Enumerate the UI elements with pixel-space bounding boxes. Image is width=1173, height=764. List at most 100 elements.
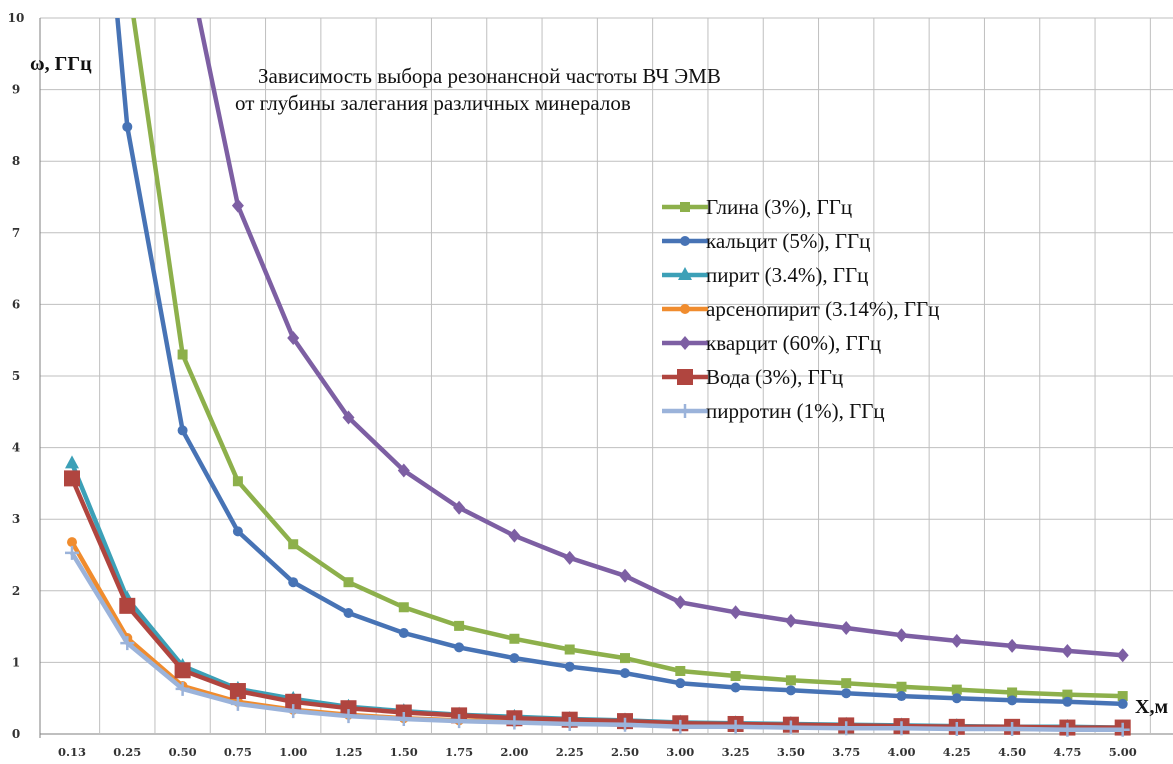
series-layer (64, 18, 1131, 737)
data-point (620, 668, 630, 679)
series-1 (115, 18, 1128, 709)
legend-label: кварцит (60%), ГГц (706, 331, 881, 355)
legend-label: Глина (3%), ГГц (706, 195, 852, 219)
data-point (1061, 643, 1074, 658)
data-point (232, 526, 243, 537)
data-point (288, 577, 299, 588)
legend-item: Глина (3%), ГГц (662, 195, 852, 219)
data-point (678, 267, 692, 280)
data-point (680, 202, 690, 212)
data-point (398, 602, 409, 613)
data-point (453, 500, 466, 515)
data-point (340, 700, 357, 717)
data-point (680, 236, 690, 246)
data-point (122, 121, 133, 132)
legend-item: кальцит (5%), ГГц (662, 229, 870, 253)
data-point (1060, 722, 1075, 737)
data-point (454, 620, 465, 631)
x-tick-label: 0.50 (169, 745, 197, 759)
series-4 (196, 18, 1129, 663)
data-point (678, 404, 692, 418)
data-point (730, 682, 741, 693)
y-tick-label: 6 (12, 297, 20, 311)
data-point (949, 721, 964, 736)
series-0 (131, 18, 1128, 702)
data-point (175, 681, 190, 696)
legend-item: пирит (3.4%), ГГц (662, 263, 868, 287)
data-point (675, 665, 686, 676)
x-tick-label: 0.13 (58, 745, 86, 759)
data-point (1006, 638, 1019, 653)
series-6 (65, 545, 1130, 737)
x-tick-label: 2.00 (500, 745, 528, 759)
series-line (196, 18, 1123, 658)
data-point (398, 628, 409, 639)
data-point (950, 633, 963, 648)
legend-item: кварцит (60%), ГГц (662, 331, 881, 355)
legend-item: Вода (3%), ГГц (662, 365, 843, 389)
legend-label: арсенопирит (3.14%), ГГц (706, 297, 939, 321)
x-tick-label: 3.00 (666, 745, 694, 759)
y-axis-ticks: 0 1 2 3 4 5 6 7 8 9 10 (8, 11, 25, 741)
data-point (841, 688, 852, 699)
data-point (231, 198, 244, 213)
x-tick-label: 1.00 (279, 745, 307, 759)
x-tick-label: 4.00 (887, 745, 915, 759)
data-point (508, 528, 521, 543)
data-point (1117, 698, 1128, 709)
data-point (728, 719, 743, 734)
data-point (65, 545, 79, 560)
data-point (839, 721, 854, 736)
data-point (177, 349, 188, 360)
data-point (288, 539, 299, 550)
y-tick-label: 5 (12, 369, 20, 383)
legend-item: арсенопирит (3.14%), ГГц (662, 297, 939, 321)
x-tick-label: 5.00 (1109, 745, 1137, 759)
data-point (232, 476, 243, 487)
data-point (285, 693, 302, 710)
x-tick-label: 4.25 (943, 745, 971, 759)
data-point (680, 304, 690, 314)
y-tick-label: 9 (12, 83, 20, 97)
data-point (677, 369, 693, 385)
data-point (1007, 687, 1018, 698)
data-point (343, 607, 354, 618)
data-point (396, 711, 411, 726)
x-tick-label: 0.25 (113, 745, 141, 759)
data-point (618, 717, 632, 732)
x-tick-label: 2.50 (611, 745, 639, 759)
data-point (783, 720, 798, 735)
data-point (1007, 695, 1018, 706)
series-line (115, 18, 1123, 707)
data-point (287, 331, 300, 346)
data-point (1117, 691, 1128, 702)
data-point (342, 410, 355, 425)
data-point (1005, 721, 1020, 736)
data-point (1115, 722, 1130, 737)
data-point (65, 455, 79, 469)
x-axis-ticks: 0.13 0.25 0.50 0.75 1.00 1.25 1.50 1.75 2.00 2.25… (58, 745, 1137, 759)
data-point (564, 644, 575, 655)
x-tick-label: 1.50 (390, 745, 418, 759)
data-point (341, 709, 356, 724)
y-axis-title: ω, ГГц (30, 53, 92, 75)
chart-title-line-2: от глубины залегания различных минералов (235, 91, 631, 115)
x-tick-label: 4.50 (998, 745, 1026, 759)
y-tick-label: 1 (12, 655, 20, 669)
data-point (452, 714, 467, 729)
data-point (841, 678, 852, 689)
y-tick-label: 10 (8, 11, 25, 25)
data-point (507, 715, 522, 730)
data-point (620, 653, 630, 664)
legend-label: Вода (3%), ГГц (706, 365, 843, 389)
data-point (229, 683, 246, 700)
data-point (729, 605, 742, 620)
data-point (454, 642, 465, 653)
series-line (131, 18, 1123, 699)
data-point (174, 662, 191, 679)
x-tick-label: 2.25 (556, 745, 584, 759)
y-tick-label: 2 (12, 584, 20, 598)
y-tick-label: 4 (12, 441, 20, 455)
data-point (785, 675, 796, 686)
